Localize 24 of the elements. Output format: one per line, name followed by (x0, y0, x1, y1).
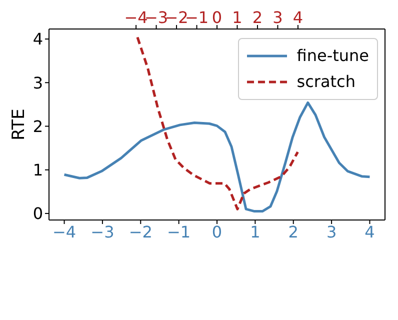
legend-label: fine-tune (296, 45, 369, 67)
x2-tick-label: 4 (292, 8, 304, 27)
x-tick-label: 1 (250, 222, 260, 242)
y-tick-label: 3 (32, 73, 43, 92)
y-tick-label: 2 (32, 116, 43, 136)
x-tick-label: −4 (52, 222, 76, 242)
y-tick-label: 0 (32, 204, 43, 224)
y-axis-title: RTE (9, 108, 30, 140)
x-tick-label: 2 (288, 222, 298, 242)
x-tick-label: −1 (167, 222, 191, 242)
y-tick-label: 1 (32, 160, 43, 180)
line-series (63, 101, 371, 213)
x-tick-label: 4 (364, 222, 375, 242)
x2-tick-label: 1 (232, 8, 242, 27)
x-tick-label: 0 (212, 222, 222, 242)
x2-tick-label: 0 (212, 8, 222, 27)
x2-tick-label: 3 (272, 8, 283, 27)
y-tick-label: 4 (32, 30, 43, 49)
x2-tick-label: −4 (124, 8, 148, 27)
x-tick-label: 3 (326, 222, 337, 242)
x-tick-label: −3 (90, 222, 114, 242)
x-tick-label: −2 (128, 222, 152, 242)
legend-label: scratch (296, 71, 356, 93)
x2-tick-label: 2 (252, 8, 263, 27)
